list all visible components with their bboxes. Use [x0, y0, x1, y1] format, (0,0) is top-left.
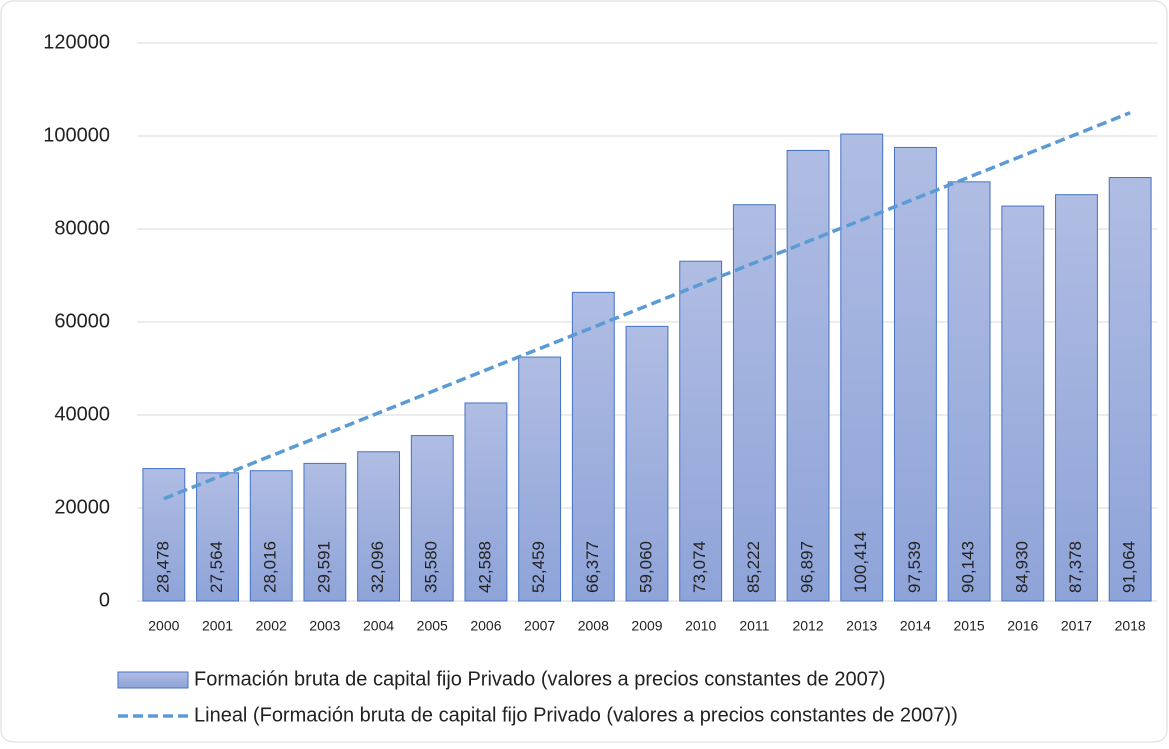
value-label: 100,414 — [851, 532, 870, 593]
bar — [571, 291, 615, 602]
x-tick-label: 2006 — [470, 618, 501, 634]
value-label: 97,539 — [905, 541, 924, 593]
x-tick-label: 2005 — [417, 618, 448, 634]
bar — [464, 402, 508, 602]
bar — [357, 451, 401, 602]
x-tick-label: 2002 — [256, 618, 287, 634]
y-tick-label: 20000 — [54, 496, 110, 518]
x-tick-label: 2017 — [1061, 618, 1092, 634]
x-tick-label: 2004 — [363, 618, 394, 634]
value-label: 28,478 — [153, 541, 172, 593]
value-label: 85,222 — [744, 541, 763, 593]
bar — [893, 146, 937, 602]
x-tick-label: 2008 — [578, 618, 609, 634]
value-label: 87,378 — [1066, 541, 1085, 593]
value-label: 84,930 — [1012, 541, 1031, 593]
bar — [142, 468, 186, 602]
trend-line — [163, 111, 1131, 501]
legend-label: Formación bruta de capital fijo Privado … — [194, 668, 885, 690]
x-tick-label: 2012 — [792, 618, 823, 634]
x-tick-label: 2018 — [1115, 618, 1146, 634]
x-tick-label: 2011 — [739, 618, 769, 634]
y-tick-label: 60000 — [54, 310, 110, 332]
value-label: 59,060 — [636, 541, 655, 593]
x-tick-label: 2014 — [900, 618, 931, 634]
bar — [196, 472, 239, 602]
value-label: 28,016 — [261, 541, 280, 593]
bar — [303, 462, 347, 602]
bar — [410, 435, 454, 602]
bar — [679, 260, 723, 602]
value-label: 90,143 — [959, 541, 978, 593]
value-label: 66,377 — [583, 541, 602, 593]
x-tick-label: 2015 — [954, 618, 985, 634]
value-label: 35,580 — [422, 541, 441, 593]
value-label: 52,459 — [529, 541, 548, 593]
value-label: 27,564 — [207, 541, 226, 593]
y-tick-label: 100000 — [43, 124, 110, 146]
bar — [840, 133, 884, 602]
bar — [1001, 205, 1045, 602]
value-label: 73,074 — [690, 541, 709, 593]
x-tick-label: 2013 — [846, 618, 877, 634]
bar — [1055, 194, 1098, 602]
legend-swatch — [117, 671, 189, 689]
bar — [732, 204, 776, 602]
legend-label: Lineal (Formación bruta de capital fijo … — [194, 704, 958, 726]
bar — [249, 470, 293, 602]
y-tick-label: 0 — [99, 589, 110, 611]
y-tick-label: 80000 — [54, 217, 110, 239]
bar — [1108, 177, 1152, 602]
value-label: 29,591 — [314, 541, 333, 593]
x-tick-label: 2007 — [524, 618, 555, 634]
y-tick-label: 120000 — [43, 31, 110, 53]
value-label: 96,897 — [798, 541, 817, 593]
bar — [947, 181, 991, 602]
value-label: 91,064 — [1120, 541, 1139, 593]
bar — [786, 149, 830, 602]
x-tick-label: 2016 — [1007, 618, 1038, 634]
bar — [518, 356, 562, 602]
x-tick-label: 2003 — [309, 618, 340, 634]
value-label: 42,588 — [475, 541, 494, 593]
y-tick-label: 40000 — [54, 403, 110, 425]
bar — [625, 325, 669, 602]
x-tick-label: 2010 — [685, 618, 716, 634]
value-label: 32,096 — [368, 541, 387, 593]
x-tick-label: 2000 — [148, 618, 179, 634]
x-tick-label: 2001 — [202, 618, 233, 634]
x-tick-label: 2009 — [631, 618, 662, 634]
